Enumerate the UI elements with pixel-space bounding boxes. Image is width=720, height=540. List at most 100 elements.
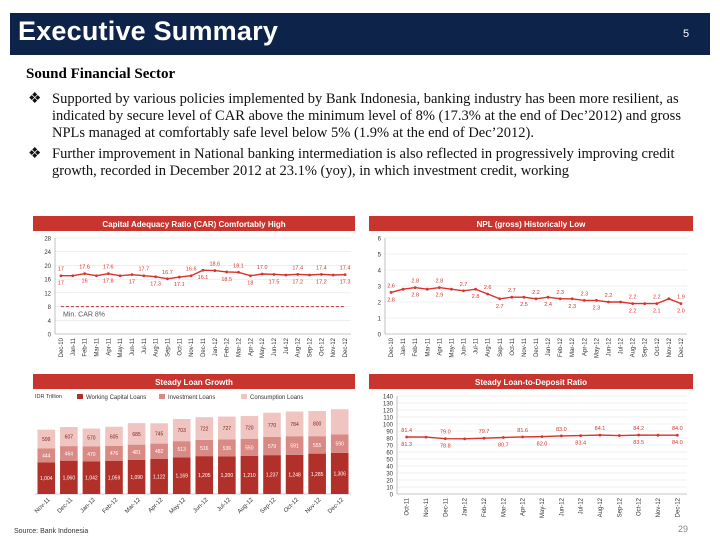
page-number: 5 xyxy=(682,28,690,40)
data-point xyxy=(118,274,122,278)
data-label: 2.4 xyxy=(544,302,552,308)
x-tick-label: Jul-12 xyxy=(619,337,625,354)
data-label: 2.2 xyxy=(532,290,540,296)
x-tick-label: Feb-11 xyxy=(83,337,89,356)
x-tick-label: Aug-11 xyxy=(154,337,160,357)
data-point xyxy=(534,297,538,301)
data-point xyxy=(498,297,502,301)
data-label: 18.5 xyxy=(221,277,232,283)
data-point xyxy=(424,435,428,439)
y-tick-label: 30 xyxy=(386,472,393,478)
x-tick-label: Jun-11 xyxy=(462,337,468,356)
data-label: 79.7 xyxy=(479,429,490,435)
data-point xyxy=(177,275,181,279)
source-note: Source: Bank Indonesia xyxy=(14,528,89,535)
bar-segment xyxy=(285,411,304,437)
x-tick-label: May-11 xyxy=(118,337,124,357)
y-tick-label: 0 xyxy=(378,333,382,339)
x-tick-label: Dec-10 xyxy=(389,337,395,357)
x-tick-label: Oct-12 xyxy=(637,497,643,516)
x-tick-label: Jan-11 xyxy=(71,337,77,356)
x-tick-label: Dec-12 xyxy=(327,497,345,515)
bullet-text: Further improvement in National banking … xyxy=(52,146,675,179)
npl-chart: NPL (gross) Historically Low 0 1 2 3 4 5 6 Dec-1… xyxy=(369,216,693,374)
data-point xyxy=(675,433,679,437)
data-label: 2.8 xyxy=(387,297,395,303)
data-label: 80.7 xyxy=(498,443,509,449)
y-tick-label: 6 xyxy=(378,237,382,243)
legend-label: Consumption Loans xyxy=(250,395,303,401)
x-tick-label: Jun-12 xyxy=(192,497,210,515)
data-label: 570 xyxy=(87,436,96,442)
data-point xyxy=(546,295,550,299)
x-tick-label: Dec-10 xyxy=(59,337,65,357)
data-label: 1,060 xyxy=(63,475,76,481)
data-label: 2.2 xyxy=(605,293,613,299)
bar-segment xyxy=(150,458,168,494)
data-point xyxy=(331,273,335,277)
data-point xyxy=(320,272,323,276)
chart-title: Steady Loan-to-Deposit Ratio xyxy=(475,378,587,387)
bar-segment xyxy=(330,409,349,435)
x-tick-label: Sep-12 xyxy=(643,337,649,357)
bullet-diamond-icon: ❖ xyxy=(28,146,42,162)
data-label: 2.2 xyxy=(629,309,637,315)
x-tick-label: Jan-12 xyxy=(463,497,469,516)
data-label: 84.1 xyxy=(595,426,606,432)
data-point xyxy=(521,435,525,439)
data-point xyxy=(401,287,405,291)
data-point xyxy=(201,268,205,272)
data-label: 2.7 xyxy=(460,282,468,288)
bar-segment xyxy=(218,416,236,440)
slide-number: 29 xyxy=(678,524,689,534)
legend-swatch xyxy=(241,394,247,399)
bar-segment xyxy=(263,412,281,437)
legend-swatch xyxy=(159,394,165,399)
chart-title: Capital Adequacy Ratio (CAR) Comfortably… xyxy=(102,220,285,229)
data-point xyxy=(607,300,610,304)
bullet-item: ❖ Further improvement in National bankin… xyxy=(28,146,703,180)
bar-segment xyxy=(263,436,281,456)
x-tick-label: Nov-12 xyxy=(331,337,337,357)
x-tick-label: Oct-12 xyxy=(319,337,325,356)
bar-segment xyxy=(105,445,123,461)
x-tick-label: Jun-12 xyxy=(606,337,612,356)
data-label: 17.7 xyxy=(138,267,149,273)
y-tick-label: 110 xyxy=(383,416,393,422)
data-label: 2.3 xyxy=(556,290,564,296)
data-label: 591 xyxy=(290,443,299,449)
data-point xyxy=(637,433,641,437)
x-tick-label: Apr-11 xyxy=(106,337,112,355)
x-tick-label: Jul-11 xyxy=(474,337,480,354)
data-point xyxy=(95,274,98,278)
bar-segment xyxy=(308,453,326,494)
bar-segment xyxy=(82,446,101,462)
bar-segment xyxy=(127,423,146,445)
data-label: 81.3 xyxy=(401,442,412,448)
x-tick-label: Nov-11 xyxy=(189,337,195,357)
data-point xyxy=(619,300,622,304)
data-label: 18.1 xyxy=(233,263,244,269)
x-tick-label: Feb-11 xyxy=(413,337,419,356)
x-tick-label: Oct-12 xyxy=(283,497,300,514)
data-label: 1,210 xyxy=(243,473,256,479)
x-tick-label: Nov-11 xyxy=(424,497,430,517)
data-label: 17.4 xyxy=(316,265,327,271)
data-point xyxy=(248,274,252,278)
section-subtitle: Sound Financial Sector xyxy=(26,66,176,82)
x-tick-label: Dec-12 xyxy=(343,337,349,357)
data-label: 2.9 xyxy=(436,293,444,299)
data-label: 590 xyxy=(336,442,345,448)
chart-title: Steady Loan Growth xyxy=(155,378,233,387)
data-point xyxy=(598,433,602,437)
bar-segment xyxy=(82,428,101,447)
x-tick-label: Sep-11 xyxy=(165,337,171,357)
data-label: 2.8 xyxy=(472,294,480,300)
data-label: 482 xyxy=(155,449,164,455)
data-label: 82.0 xyxy=(537,442,548,448)
x-tick-label: Nov-12 xyxy=(656,497,662,517)
bar-segment xyxy=(60,427,78,447)
x-tick-label: Dec-12 xyxy=(679,337,685,357)
bullet-list: ❖ Supported by various policies implemen… xyxy=(28,91,703,184)
y-tick-label: 1 xyxy=(378,317,382,323)
